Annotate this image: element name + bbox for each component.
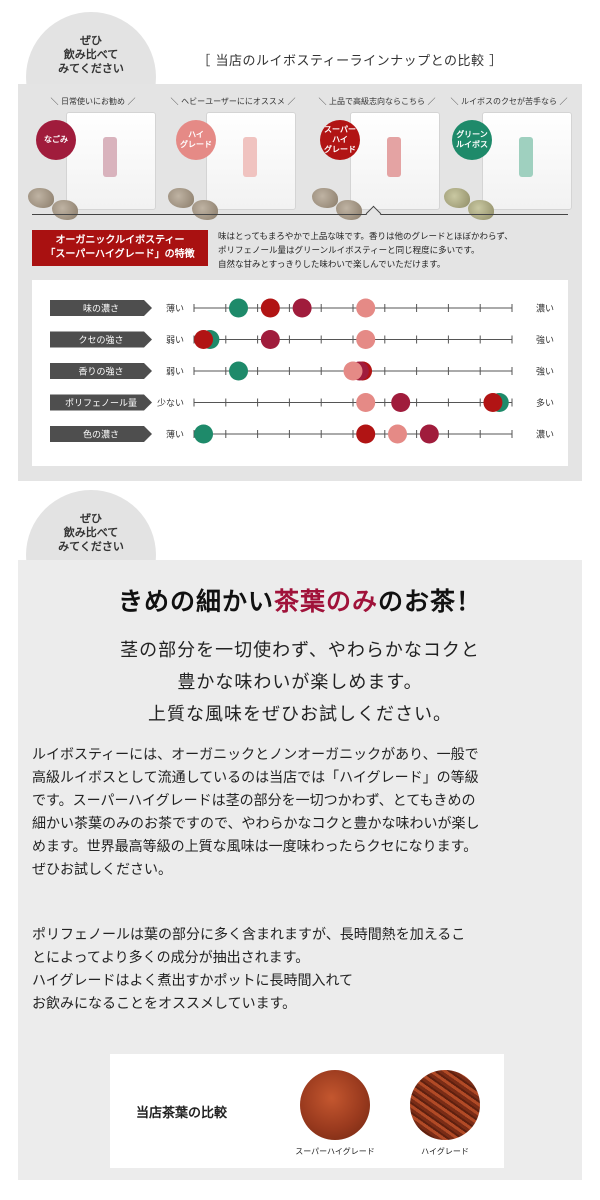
product-super-high-grade: ＼ 上品で高級志向ならこちら ／ スーパー ハイ グレード — [308, 96, 446, 246]
rating-dot — [194, 424, 214, 444]
product-tag: なごみ — [36, 120, 76, 160]
paragraph-line: めます。世界最高等級の上質な風味は一度味わったらクセになります。 — [32, 839, 478, 855]
paragraph-line: ハイグレードはよく煮出すかポットに長時間入れて — [32, 973, 354, 989]
rating-dot — [356, 330, 376, 349]
feature-label-line: 「スーパーハイグレード」の特徴 — [45, 249, 195, 260]
tea-bag-image — [482, 112, 572, 210]
scale-left-label: 弱い — [166, 367, 184, 378]
headline-post: のお茶！ — [378, 587, 483, 616]
paragraph-line: 細かい茶葉のみのお茶ですので、やわらかなコクと豊かな味わいが楽し — [32, 816, 480, 832]
rating-dot — [260, 298, 280, 318]
scale-right-label: 濃い — [536, 303, 554, 315]
product-tag: ハイ グレード — [176, 120, 216, 160]
paragraph-1: ルイボスティーには、オーガニックとノンオーガニックがあり、一般で 高級ルイボスと… — [32, 744, 572, 882]
scale-left-label: 少ない — [157, 398, 184, 409]
headline-accent: 茶葉のみ — [273, 587, 378, 616]
paragraph-2: ポリフェノールは葉の部分に多く含まれますが、長時間熱を加えるこ とによってより多… — [32, 924, 572, 1016]
scale-right-label: 濃い — [536, 429, 554, 441]
scale-right-label: 多い — [536, 397, 554, 409]
rating-dot — [292, 298, 312, 318]
tea-bag-image — [66, 112, 156, 210]
leaf-caption: ハイグレード — [421, 1147, 469, 1156]
badge-line: 飲み比べて — [63, 48, 119, 61]
product-nagomi: ＼ 日常使いにお勧め ／ なごみ — [24, 96, 162, 246]
headline-pre: きめの細かい — [117, 587, 274, 616]
lineup-comparison-panel: ＼ 日常使いにお勧め ／ なごみ ＼ ヘビーユーザーににオススメ ／ ハイ グレ… — [18, 84, 582, 481]
high-grade-leaf-image — [410, 1070, 480, 1140]
product-tag: スーパー ハイ グレード — [320, 120, 360, 160]
row-label: 色の濃さ — [83, 429, 119, 441]
paragraph-line: ぜひお試しください。 — [32, 862, 172, 878]
scale-left-label: 薄い — [166, 303, 184, 315]
rating-dot — [343, 361, 363, 381]
paragraph-line: です。スーパーハイグレードは茎の部分を一切つかわず、とてもきめの — [32, 793, 476, 809]
badge-line: 飲み比べて — [63, 526, 119, 539]
rating-dot — [229, 298, 249, 318]
product-green-rooibos: ＼ ルイボスのクセが苦手なら ／ グリーン ルイボス — [440, 96, 578, 246]
super-high-grade-leaf-image — [300, 1070, 370, 1140]
product-caption: ＼ 上品で高級志向ならこちら ／ — [318, 97, 436, 106]
row-label-bg — [50, 363, 152, 379]
feature-desc-line: 自然な甘みとすっきりした味わいで楽しんでいただけます。 — [218, 260, 446, 270]
paragraph-line: ルイボスティーには、オーガニックとノンオーガニックがあり、一般で — [32, 747, 479, 763]
compare-label: 当店茶葉の比較 — [136, 1106, 228, 1121]
row-label: ポリフェノール量 — [65, 398, 137, 409]
product-caption: ＼ ルイボスのクセが苦手なら ／ — [450, 97, 568, 106]
feature-label-line: オーガニックルイボスティー — [55, 235, 185, 246]
tea-bag-image — [350, 112, 440, 210]
tea-bag-image — [206, 112, 296, 210]
rating-dot — [194, 330, 214, 349]
paragraph-line: 高級ルイボスとして流通しているのは当店では「ハイグレード」の等級 — [32, 770, 479, 786]
row-label-bg — [50, 300, 152, 316]
leaf-comparison-box: 当店茶葉の比較 スーパーハイグレード ハイグレード — [110, 1054, 504, 1168]
leaf-feature-panel: きめの細かい茶葉のみのお茶！ 茎の部分を一切使わず、やわらかなコクと 豊かな味わ… — [18, 560, 582, 1180]
rating-dot — [260, 330, 280, 349]
product-caption: ＼ 日常使いにお勧め ／ — [50, 97, 136, 106]
feature-label: オーガニックルイボスティー 「スーパーハイグレード」の特徴 — [32, 230, 208, 266]
rating-dot — [483, 393, 503, 412]
product-tag: グリーン ルイボス — [452, 120, 492, 160]
row-label: クセの強さ — [78, 334, 123, 346]
lineup-title: ［ 当店のルイボスティーラインナップとの比較 ］ — [197, 54, 503, 69]
row-label-bg — [50, 426, 152, 442]
badge-line: ぜひ — [80, 512, 102, 525]
rating-dot — [419, 424, 439, 444]
subheading-line: 茎の部分を一切使わず、やわらかなコクと — [120, 640, 480, 661]
rating-dot — [356, 424, 376, 444]
feature-description: 味はとってもまろやかで上品な味です。香りは他のグレードとほぼかわらず、 ポリフェ… — [218, 230, 568, 272]
headline: きめの細かい茶葉のみのお茶！ — [18, 582, 582, 618]
badge-line: ぜひ — [80, 34, 102, 47]
row-label-bg — [50, 331, 152, 348]
scale-left-label: 薄い — [166, 429, 184, 441]
comparison-chart: 味の濃さ 薄い 濃い クセの強さ 弱い 強い 香りの強さ 弱い 強い ポリフェノール量 少ない 多い色… — [32, 280, 568, 466]
product-high-grade: ＼ ヘビーユーザーににオススメ ／ ハイ グレード — [164, 96, 302, 246]
scale-right-label: 強い — [536, 366, 554, 378]
row-label: 香りの強さ — [78, 366, 123, 378]
paragraph-line: ポリフェノールは葉の部分に多く含まれますが、長時間熱を加えるこ — [32, 927, 466, 943]
paragraph-line: とによってより多くの成分が抽出されます。 — [32, 950, 310, 966]
row-label: 味の濃さ — [83, 303, 119, 315]
scale-right-label: 強い — [536, 334, 554, 346]
badge-line: みてください — [58, 62, 124, 75]
scale-left-label: 弱い — [166, 335, 184, 346]
product-caption: ＼ ヘビーユーザーににオススメ ／ — [170, 97, 296, 106]
paragraph-line: お飲みになることをオススメしています。 — [32, 996, 297, 1012]
subheading-line: 豊かな味わいが楽しめます。 — [177, 672, 423, 693]
badge-line: みてください — [58, 540, 124, 553]
rating-dot — [229, 361, 249, 381]
rating-dot — [391, 393, 411, 412]
rating-dot — [356, 393, 376, 412]
feature-desc-line: ポリフェノール量はグリーンルイボスティーと同じ程度に多いです。 — [218, 246, 480, 256]
leaf-caption: スーパーハイグレード — [295, 1147, 375, 1156]
rating-dot — [356, 298, 376, 318]
divider — [32, 214, 568, 215]
row-label-bg — [50, 394, 152, 411]
subheading-line: 上質な風味をぜひお試しください。 — [148, 704, 452, 725]
rating-dot — [388, 424, 408, 444]
feature-desc-line: 味はとってもまろやかで上品な味です。香りは他のグレードとほぼかわらず、 — [218, 232, 513, 242]
